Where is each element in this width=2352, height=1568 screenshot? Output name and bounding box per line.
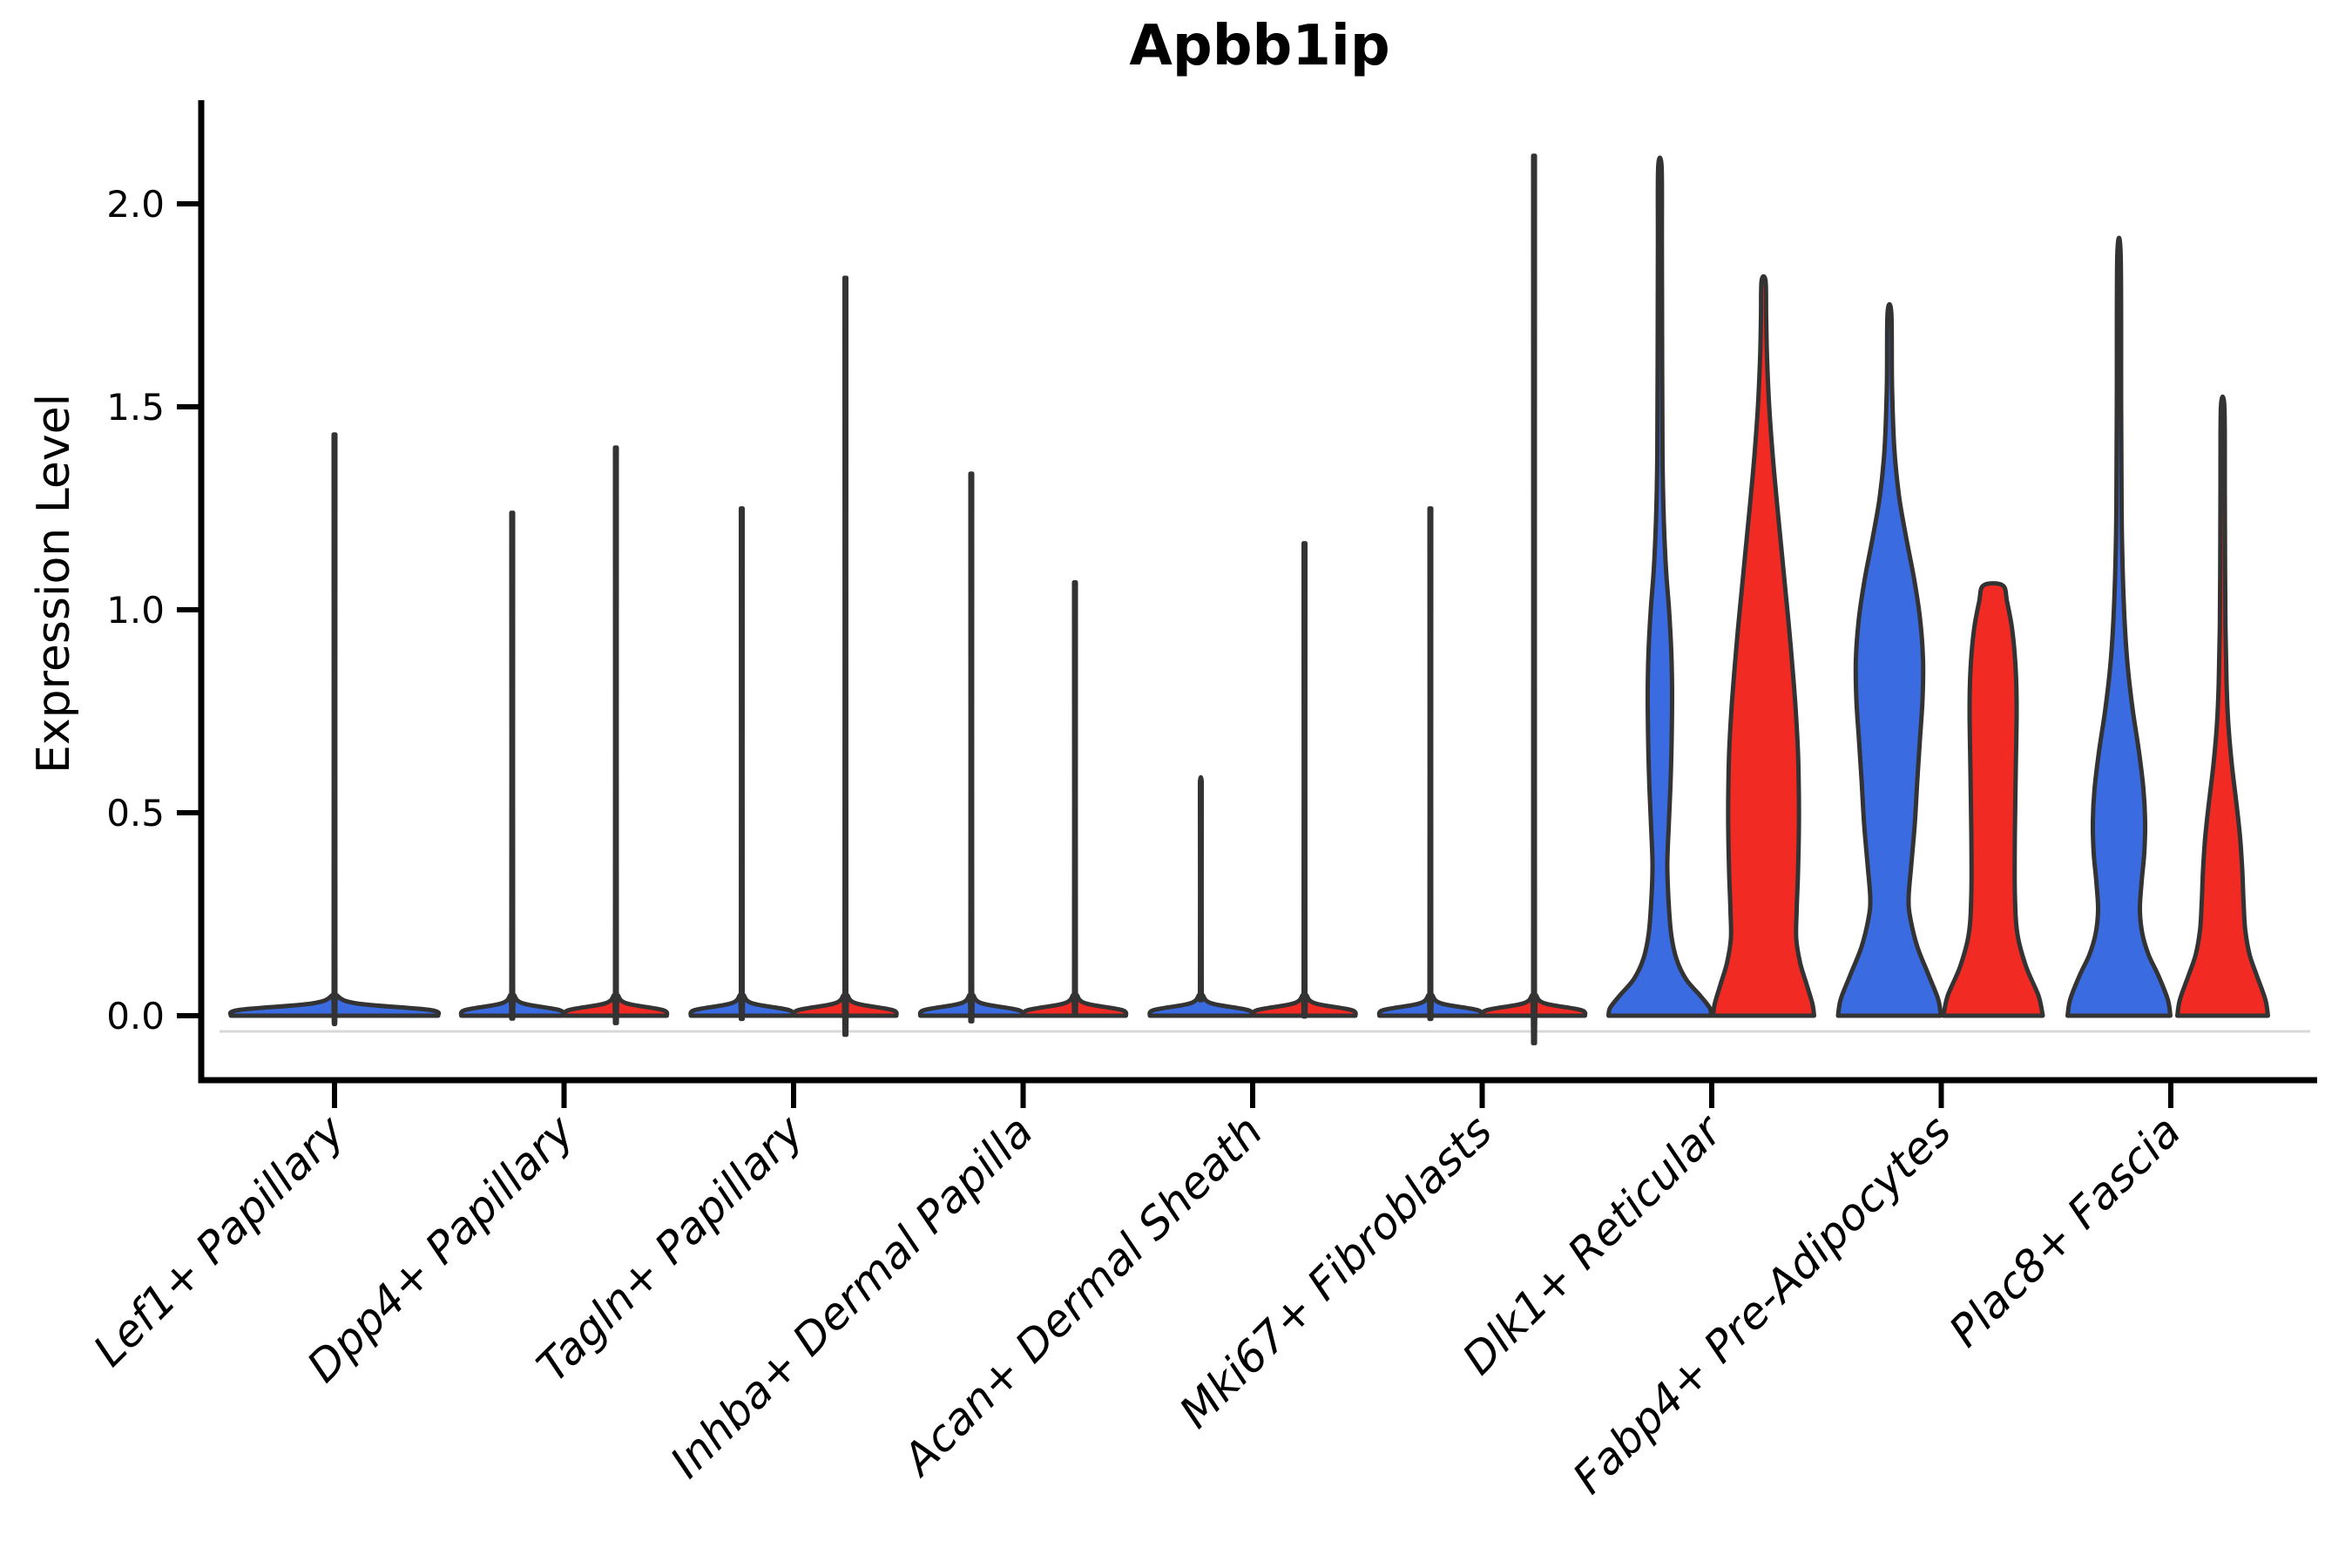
y-tick-label: 0.0 [106, 995, 165, 1037]
y-tick-label: 2.0 [106, 183, 165, 226]
violin-dpp4+-blue [458, 510, 566, 1021]
violin-plac8+-blue [2065, 235, 2173, 1018]
x-tick-label-inhba+: Inhba+ Dermal Papilla [661, 1105, 1043, 1487]
x-tick-label-lef1+: Lef1+ Papillary [84, 1105, 355, 1375]
x-tick-label-plac8+: Plac8+ Fascia [1940, 1105, 2191, 1356]
violin-acan+-red [1251, 541, 1358, 1019]
violin-acan+-blue [1147, 774, 1254, 1018]
chart-title: Apbb1ip [1129, 14, 1390, 78]
x-tick-label-fabp4+: Fabp4+ Pre-Adipocytes [1563, 1105, 1961, 1504]
violin-dpp4+-red [562, 445, 670, 1025]
y-tick-label: 1.5 [106, 386, 165, 429]
violin-tagln+-blue [688, 506, 795, 1022]
violin-mki67+-red [1480, 153, 1588, 1045]
y-tick-label: 0.5 [106, 792, 165, 835]
y-tick-label: 1.0 [106, 589, 165, 632]
violin-lef1+-blue [227, 432, 442, 1027]
violin-inhba+-red [1021, 580, 1129, 1018]
violin-fabp4+-red [1941, 581, 2045, 1018]
violin-inhba+-blue [917, 471, 1025, 1024]
violin-dlk1+-blue [1606, 155, 1713, 1018]
violin-mki67+-blue [1376, 506, 1484, 1022]
violin-fabp4+-blue [1835, 301, 1943, 1018]
violin-tagln+-red [792, 275, 899, 1037]
violin-dlk1+-red [1711, 274, 1816, 1018]
violin-plac8+-red [2175, 394, 2270, 1018]
